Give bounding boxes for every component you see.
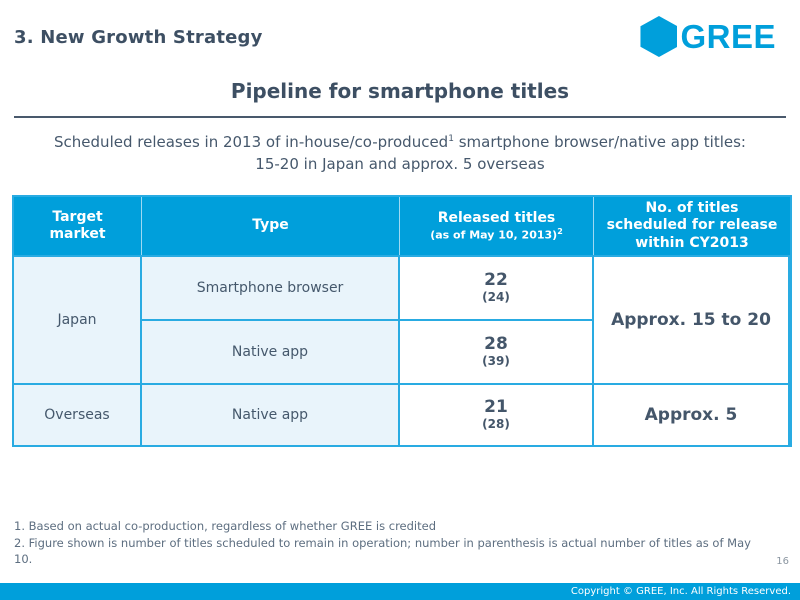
cell-type-smartphone-browser: Smartphone browser	[142, 255, 400, 319]
title-divider	[14, 116, 786, 118]
section-label: 3. New Growth Strategy	[14, 27, 263, 48]
cell-type-native-app-overseas: Native app	[142, 383, 400, 445]
subtitle-line1: Scheduled releases in 2013 of in-house/c…	[54, 133, 746, 151]
header-scheduled: No. of titles scheduled for release with…	[594, 197, 790, 255]
pipeline-table-container: Target market Type Released titles (as o…	[12, 195, 792, 447]
gree-logo-text: GREE	[680, 18, 776, 55]
footnote-2: 2. Figure shown is number of titles sche…	[14, 535, 751, 567]
header-type: Type	[142, 197, 400, 255]
table-row-overseas: Overseas Native app 21 (28) Approx. 5	[14, 383, 790, 445]
cell-market-overseas: Overseas	[14, 383, 142, 445]
header-target-market: Target market	[14, 197, 142, 255]
page-number: 16	[776, 556, 789, 567]
table-row-japan-browser: Japan Smartphone browser 22 (24) Approx.…	[14, 255, 790, 383]
header-released-titles: Released titles (as of May 10, 2013)2	[400, 197, 594, 255]
cell-released-japan-browser: 22 (24)	[400, 255, 594, 319]
page-title: Pipeline for smartphone titles	[230, 79, 570, 103]
footnote-ref-1: 1	[448, 134, 454, 144]
footnote-ref-2: 2	[557, 227, 563, 237]
copyright-bar: Copyright © GREE, Inc. All Rights Reserv…	[0, 583, 800, 600]
subtitle: Scheduled releases in 2013 of in-house/c…	[0, 132, 800, 176]
cell-scheduled-overseas: Approx. 5	[594, 383, 790, 445]
header-row: Target market Type Released titles (as o…	[14, 197, 790, 255]
cell-market-japan: Japan	[14, 255, 142, 383]
table-row-japan-native: Native app 28 (39)	[14, 319, 790, 383]
cell-scheduled-japan: Approx. 15 to 20	[594, 255, 790, 383]
gree-logo: GREE	[640, 16, 776, 57]
pipeline-table: Target market Type Released titles (as o…	[12, 195, 792, 447]
cell-released-japan-native: 28 (39)	[400, 319, 594, 383]
footnote-1: 1. Based on actual co-production, regard…	[14, 518, 436, 533]
subtitle-line2: 15-20 in Japan and approx. 5 overseas	[255, 154, 545, 173]
gree-hexagon-icon	[640, 16, 678, 57]
cell-released-overseas: 21 (28)	[400, 383, 594, 445]
cell-type-native-app-japan: Native app	[142, 319, 400, 383]
footnotes: 1. Based on actual co-production, regard…	[14, 518, 760, 568]
